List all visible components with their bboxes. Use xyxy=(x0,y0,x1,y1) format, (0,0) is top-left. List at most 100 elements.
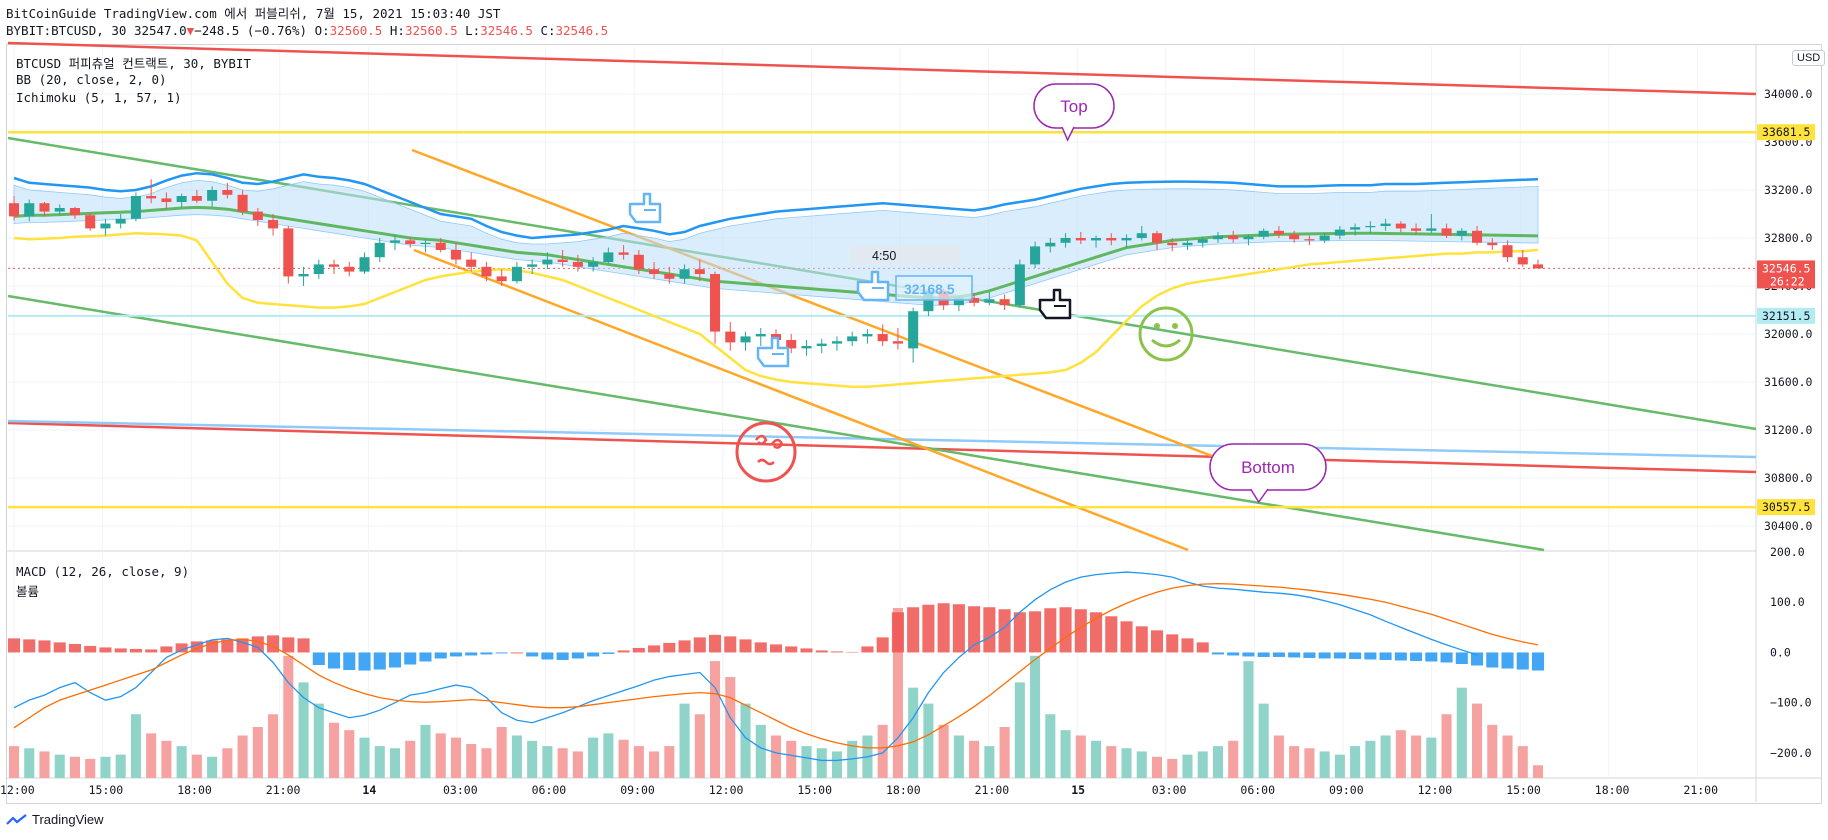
time-tick-label: 14 xyxy=(362,783,376,797)
candle xyxy=(1502,240,1513,262)
candle-body xyxy=(1517,257,1528,265)
volume-bar xyxy=(1289,746,1300,778)
macd-hist-bar xyxy=(38,640,51,653)
macd-hist-bar xyxy=(861,646,874,653)
macd-hist-bar xyxy=(129,648,142,653)
candle xyxy=(420,239,431,253)
price-label-timer: 26:22 xyxy=(1770,274,1805,288)
volume-bar xyxy=(1517,746,1528,778)
macd-hist-bar xyxy=(312,652,325,665)
volume-bar xyxy=(740,703,751,778)
candle xyxy=(435,238,446,253)
candle xyxy=(313,259,324,279)
volume-bar xyxy=(359,737,370,778)
open-value: 32560.5 xyxy=(329,23,383,38)
macd-hist-bar xyxy=(160,646,173,653)
candle-body xyxy=(1060,238,1071,243)
macd-hist-bar xyxy=(480,652,493,655)
ohlc-legend: BYBIT:BTCUSD, 30 32547.0▼−248.5 (−0.76%)… xyxy=(6,23,608,39)
chart-frame[interactable] xyxy=(6,44,1822,804)
macd-hist-bar xyxy=(1440,652,1453,663)
volume-bar xyxy=(191,754,202,778)
macd-hist-bar xyxy=(145,649,158,653)
price-label-text: 30557.5 xyxy=(1762,500,1810,514)
candle xyxy=(603,247,614,265)
hand-pointer-icon xyxy=(1038,288,1072,320)
candle xyxy=(115,214,126,229)
volume-bar xyxy=(710,661,721,778)
candle xyxy=(1456,228,1467,241)
candle-body xyxy=(618,252,629,255)
volume-bar xyxy=(1167,758,1178,778)
candle-body xyxy=(161,198,172,202)
volume-bar xyxy=(1380,735,1391,778)
volume-bar xyxy=(1441,714,1452,778)
price-box-bg xyxy=(895,275,973,301)
volume-bar xyxy=(649,751,660,778)
price-tick-label: 33200.0 xyxy=(1764,183,1813,197)
macd-hist-bar xyxy=(175,643,188,653)
macd-hist-bar xyxy=(1486,652,1499,668)
candle-body xyxy=(1472,230,1483,243)
volume-bar xyxy=(923,703,934,778)
volume-bar xyxy=(557,748,568,778)
time-tick-label: 18:00 xyxy=(886,783,921,797)
volume-bar xyxy=(572,751,583,778)
volume-bar xyxy=(892,608,903,778)
smiley-eye xyxy=(1172,323,1178,329)
candle-body xyxy=(450,250,461,260)
candle-body xyxy=(268,220,279,229)
volume-bar xyxy=(511,735,522,778)
trend-line-red-bottom xyxy=(7,421,1757,474)
candle xyxy=(572,254,583,272)
macd-hist-bar xyxy=(693,637,706,653)
time-tick-label: 03:00 xyxy=(1152,783,1187,797)
volume-bar xyxy=(146,733,157,778)
macd-hist-bar xyxy=(221,639,234,653)
volume-bar xyxy=(1045,714,1056,778)
candle-body xyxy=(786,340,797,349)
macd-hist-bar xyxy=(1120,621,1133,653)
macd-hist-bar xyxy=(1257,652,1270,657)
candle xyxy=(694,259,705,282)
price-tick-label: 32800.0 xyxy=(1764,231,1813,245)
candle-body xyxy=(1075,238,1086,241)
volume-bar xyxy=(268,714,279,778)
volume-bar xyxy=(1182,754,1193,778)
volume-legend[interactable]: 볼륨 xyxy=(16,584,40,599)
candle xyxy=(466,252,477,272)
candle xyxy=(1151,230,1163,250)
candle xyxy=(1517,250,1528,267)
candle-body xyxy=(1014,264,1025,306)
candle xyxy=(1472,226,1483,246)
macd-hist-bar xyxy=(846,651,859,653)
volume-bar xyxy=(969,740,980,778)
currency-badge[interactable]: USD xyxy=(1792,50,1826,66)
time-tick-label: 12:00 xyxy=(709,783,744,797)
macd-legend[interactable]: MACD (12, 26, close, 9) xyxy=(16,564,190,579)
bb-basis-line xyxy=(13,205,1539,300)
macd-hist-bar xyxy=(541,652,554,660)
candle-body xyxy=(85,215,96,229)
candle xyxy=(969,293,980,307)
candle-body xyxy=(115,218,126,224)
candle-body xyxy=(237,194,248,212)
candle xyxy=(649,262,660,279)
time-tick-label: 21:00 xyxy=(975,783,1010,797)
candle xyxy=(1106,233,1117,246)
tradingview-logo[interactable]: TradingView xyxy=(6,812,104,827)
macd-hist-bar xyxy=(358,652,371,671)
ichimoku-legend[interactable]: Ichimoku (5, 1, 57, 1) xyxy=(16,90,182,105)
volume-bar xyxy=(694,714,705,778)
candle-body xyxy=(725,331,736,343)
macd-hist-bar xyxy=(754,642,767,653)
candle-body xyxy=(710,274,721,332)
macd-hist-bar xyxy=(1425,652,1438,662)
candle-body xyxy=(953,298,964,306)
candle xyxy=(1487,238,1498,250)
bb-legend[interactable]: BB (20, close, 2, 0) xyxy=(16,72,167,87)
macd-hist-bar xyxy=(495,652,508,654)
macd-hist-bar xyxy=(1394,652,1407,661)
candle-body xyxy=(999,299,1010,306)
